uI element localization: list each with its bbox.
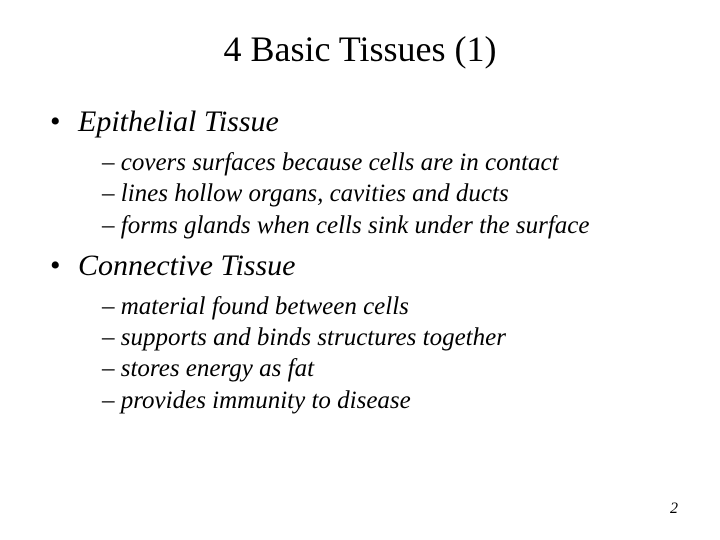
dash-icon: –: [102, 180, 115, 207]
dash-icon: –: [102, 293, 115, 320]
slide-title: 4 Basic Tissues (1): [40, 28, 680, 70]
list-item-text: forms glands when cells sink under the s…: [121, 212, 590, 239]
section-heading-text: Epithelial Tissue: [78, 105, 279, 138]
list-item: – stores energy as fat: [40, 353, 680, 384]
dash-icon: –: [102, 387, 115, 414]
list-item-text: stores energy as fat: [121, 355, 314, 382]
list-item: – material found between cells: [40, 291, 680, 322]
list-item-text: material found between cells: [121, 293, 409, 320]
list-item-text: lines hollow organs, cavities and ducts: [121, 180, 509, 207]
dash-icon: –: [102, 149, 115, 176]
section-heading-text: Connective Tissue: [78, 249, 295, 282]
dash-icon: –: [102, 324, 115, 351]
list-item: – supports and binds structures together: [40, 322, 680, 353]
section-heading-epithelial: •Epithelial Tissue: [40, 105, 680, 139]
list-item-text: provides immunity to disease: [121, 387, 411, 414]
list-item: – covers surfaces because cells are in c…: [40, 147, 680, 178]
list-item-text: covers surfaces because cells are in con…: [121, 149, 559, 176]
list-item: – forms glands when cells sink under the…: [40, 210, 680, 241]
list-item: – provides immunity to disease: [40, 385, 680, 416]
bullet-icon: •: [50, 105, 78, 139]
dash-icon: –: [102, 212, 115, 239]
list-item-text: supports and binds structures together: [121, 324, 506, 351]
page-number: 2: [670, 500, 678, 518]
dash-icon: –: [102, 355, 115, 382]
bullet-icon: •: [50, 249, 78, 283]
section-heading-connective: •Connective Tissue: [40, 249, 680, 283]
list-item: – lines hollow organs, cavities and duct…: [40, 178, 680, 209]
